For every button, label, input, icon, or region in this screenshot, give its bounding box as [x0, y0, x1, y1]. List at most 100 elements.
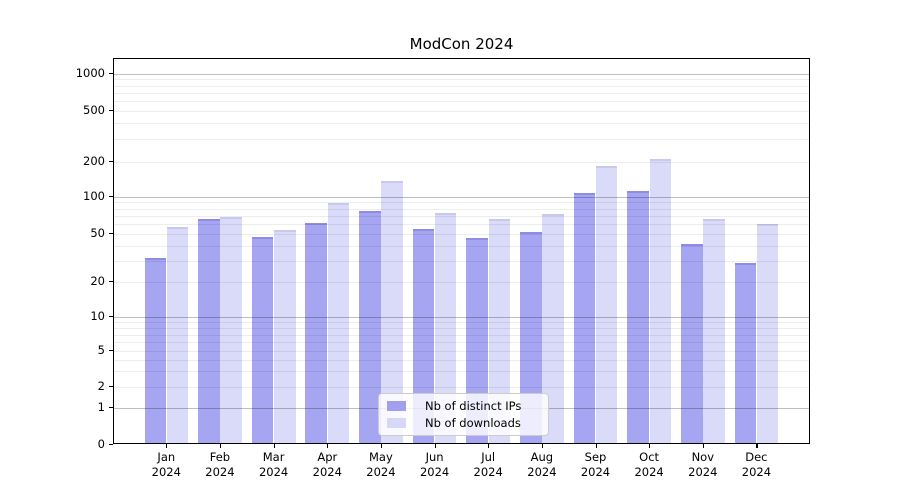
bar-nb-of-distinct-ips-sep-2024: [573, 192, 596, 443]
x-tick-label-jan-2024: Jan 2024: [151, 450, 181, 479]
gridline-minor: [114, 139, 809, 141]
bar-nb-of-distinct-ips-mar-2024: [251, 237, 274, 443]
x-tick: [541, 444, 544, 448]
bar-nb-of-distinct-ips-dec-2024: [734, 263, 757, 443]
y-tick: [109, 233, 113, 235]
x-tick: [756, 444, 758, 448]
x-tick-label-mar-2024: Mar 2024: [258, 450, 289, 479]
y-tick-label-50: 50: [90, 226, 105, 241]
legend-label-downloads: Nb of downloads: [425, 416, 521, 430]
chart-title: ModCon 2024: [409, 35, 514, 53]
gridline-minor: [114, 79, 809, 81]
x-tick: [649, 444, 651, 448]
y-tick-label-200: 200: [83, 154, 105, 168]
y-tick: [109, 386, 113, 388]
x-tick: [327, 444, 329, 448]
plot-area: [113, 58, 810, 444]
y-tick: [109, 350, 113, 352]
bar-nb-of-downloads-may-2024: [381, 180, 403, 443]
legend-box: Nb of distinct IPs Nb of downloads: [378, 393, 549, 436]
gridline-minor: [114, 322, 809, 324]
gridline-minor: [114, 342, 809, 344]
gridline-minor: [114, 208, 809, 210]
bar-nb-of-downloads-aug-2024: [542, 213, 564, 443]
gridline-minor: [114, 123, 809, 125]
y-tick-label-500: 500: [83, 103, 105, 117]
x-tick: [595, 444, 597, 448]
y-tick-label-5: 5: [97, 343, 105, 357]
y-tick: [109, 443, 113, 445]
x-tick: [273, 444, 275, 448]
bar-nb-of-downloads-apr-2024: [327, 202, 350, 443]
x-tick-label-feb-2024: Feb 2024: [205, 450, 235, 479]
y-tick: [109, 161, 113, 163]
y-tick: [109, 316, 113, 318]
bar-nb-of-downloads-jun-2024: [434, 213, 457, 443]
legend-item-distinct-ips: Nb of distinct IPs: [379, 398, 548, 415]
bar-nb-of-downloads-sep-2024: [595, 165, 618, 443]
x-tick-label-aug-2024: Aug 2024: [527, 450, 557, 479]
gridline-minor: [114, 111, 809, 112]
bar-nb-of-distinct-ips-jul-2024: [466, 238, 488, 443]
bar-nb-of-downloads-oct-2024: [649, 159, 672, 443]
y-tick: [109, 72, 113, 74]
gridline-minor: [114, 216, 809, 217]
gridline-minor: [114, 162, 809, 163]
gridline-minor: [114, 327, 809, 329]
legend-item-downloads: Nb of downloads: [379, 415, 548, 432]
gridline-minor: [114, 260, 809, 262]
y-tick: [109, 110, 113, 112]
gridline-major: [114, 73, 809, 75]
gridline-minor: [114, 334, 809, 336]
gridline-minor: [114, 202, 809, 204]
y-tick-label-20: 20: [90, 274, 105, 288]
legend-swatch-distinct-ips: [387, 401, 406, 411]
y-tick-label-2: 2: [97, 379, 105, 393]
x-tick: [166, 444, 168, 448]
x-tick-label-nov-2024: Nov 2024: [688, 450, 718, 479]
bar-nb-of-downloads-jul-2024: [488, 218, 511, 443]
y-tick-label-1: 1: [97, 400, 105, 415]
gridline-minor: [114, 282, 809, 283]
bar-nb-of-distinct-ips-jun-2024: [412, 228, 435, 443]
y-tick-label-0: 0: [97, 436, 105, 451]
y-tick: [109, 195, 113, 197]
gridline-minor: [114, 101, 809, 103]
bar-nb-of-downloads-feb-2024: [220, 216, 242, 443]
x-tick-label-sep-2024: Sep 2024: [580, 450, 611, 479]
x-tick: [488, 444, 490, 448]
x-tick: [702, 444, 704, 448]
x-tick: [380, 444, 383, 448]
bar-nb-of-distinct-ips-apr-2024: [305, 222, 327, 443]
gridline-major: [114, 317, 809, 318]
gridline-minor: [114, 371, 809, 373]
gridline-minor: [114, 359, 809, 361]
bar-nb-of-distinct-ips-may-2024: [359, 210, 381, 443]
x-tick-label-apr-2024: Apr 2024: [312, 450, 342, 479]
gridline-minor: [114, 234, 809, 236]
y-tick: [109, 281, 113, 283]
bar-nb-of-distinct-ips-nov-2024: [681, 244, 703, 443]
x-tick-label-oct-2024: Oct 2024: [634, 450, 664, 479]
bar-nb-of-downloads-nov-2024: [703, 219, 725, 443]
gridline-minor: [114, 92, 809, 94]
x-tick-label-jul-2024: Jul 2024: [473, 450, 503, 479]
gridline-minor: [114, 387, 809, 388]
bar-nb-of-distinct-ips-aug-2024: [520, 231, 542, 443]
x-tick: [219, 444, 222, 448]
y-tick: [109, 407, 113, 409]
legend-label-distinct-ips: Nb of distinct IPs: [425, 399, 522, 413]
x-tick-label-jun-2024: Jun 2024: [419, 450, 450, 479]
bar-nb-of-distinct-ips-oct-2024: [627, 191, 649, 443]
gridline-minor: [114, 351, 809, 352]
x-tick: [434, 444, 436, 448]
bar-nb-of-distinct-ips-jan-2024: [144, 257, 167, 443]
bar-nb-of-downloads-dec-2024: [756, 223, 779, 443]
x-tick-label-may-2024: May 2024: [366, 450, 396, 479]
gridline-major: [114, 196, 809, 198]
gridline-minor: [114, 85, 809, 87]
gridline-minor: [114, 245, 809, 247]
y-tick-label-1000: 1000: [75, 65, 105, 80]
x-tick-label-dec-2024: Dec 2024: [741, 450, 772, 479]
